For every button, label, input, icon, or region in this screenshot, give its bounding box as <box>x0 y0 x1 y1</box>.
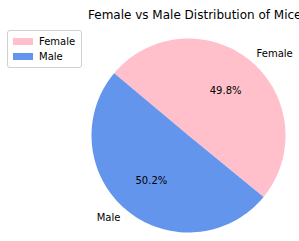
svg-text:Female: Female <box>257 48 293 59</box>
html-text:Female: Female <box>39 36 76 47</box>
svg-text:49.8%: 49.8% <box>210 85 242 96</box>
svg-text:Male: Male <box>97 212 121 223</box>
svg-text:50.2%: 50.2% <box>135 175 167 186</box>
html-text:Male: Male <box>39 51 63 62</box>
